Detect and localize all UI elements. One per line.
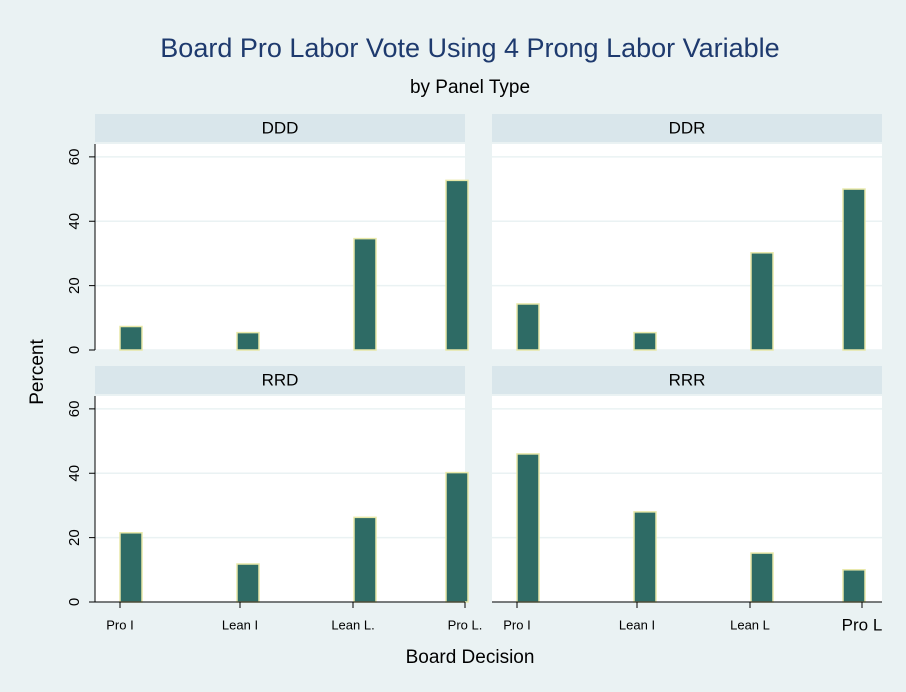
x-tick-label: Pro L <box>842 615 883 634</box>
x-tick-label: Lean L <box>730 617 770 632</box>
y-tick-label: 20 <box>66 529 83 546</box>
panel-header <box>95 114 465 142</box>
y-tick-label: 40 <box>66 213 83 230</box>
panel-title: DDD <box>262 118 299 137</box>
y-axis-label: Percent <box>27 339 48 405</box>
y-tick-label: 0 <box>66 598 83 606</box>
x-axis-label: Board Decision <box>406 647 535 668</box>
y-tick-label: 60 <box>66 149 83 166</box>
panel-header <box>95 366 465 394</box>
bar <box>445 471 469 603</box>
bar <box>119 325 143 351</box>
bar <box>750 552 774 603</box>
bar <box>633 511 657 603</box>
bar <box>750 252 774 351</box>
bar <box>236 563 260 603</box>
bar <box>842 569 866 603</box>
y-tick-label: 40 <box>66 465 83 482</box>
x-tick-label: Pro I <box>106 617 133 632</box>
plot-area <box>492 396 882 602</box>
bar <box>119 532 143 603</box>
plot-area <box>95 396 465 602</box>
plot-area <box>492 144 882 350</box>
bar <box>633 331 657 351</box>
chart-title: Board Pro Labor Vote Using 4 Prong Labor… <box>160 33 779 63</box>
panel-header <box>492 114 882 142</box>
bar <box>842 188 866 351</box>
bar <box>516 453 540 603</box>
y-tick-label: 0 <box>66 346 83 354</box>
x-tick-label: Pro I <box>503 617 530 632</box>
panel-title: RRD <box>262 370 299 389</box>
panel-header <box>492 366 882 394</box>
bar <box>353 516 377 603</box>
x-tick-label: Lean I <box>222 617 258 632</box>
plot-area <box>95 144 465 350</box>
panel-title: RRR <box>669 370 706 389</box>
y-tick-label: 20 <box>66 277 83 294</box>
bar <box>236 331 260 351</box>
x-tick-label: Lean L. <box>331 617 374 632</box>
x-tick-label: Lean I <box>619 617 655 632</box>
chart-subtitle: by Panel Type <box>410 77 530 98</box>
bar <box>445 179 469 351</box>
bar <box>353 237 377 351</box>
x-tick-label: Pro L. <box>448 617 483 632</box>
bar <box>516 303 540 351</box>
panel-title: DDR <box>669 118 706 137</box>
y-tick-label: 60 <box>66 401 83 418</box>
